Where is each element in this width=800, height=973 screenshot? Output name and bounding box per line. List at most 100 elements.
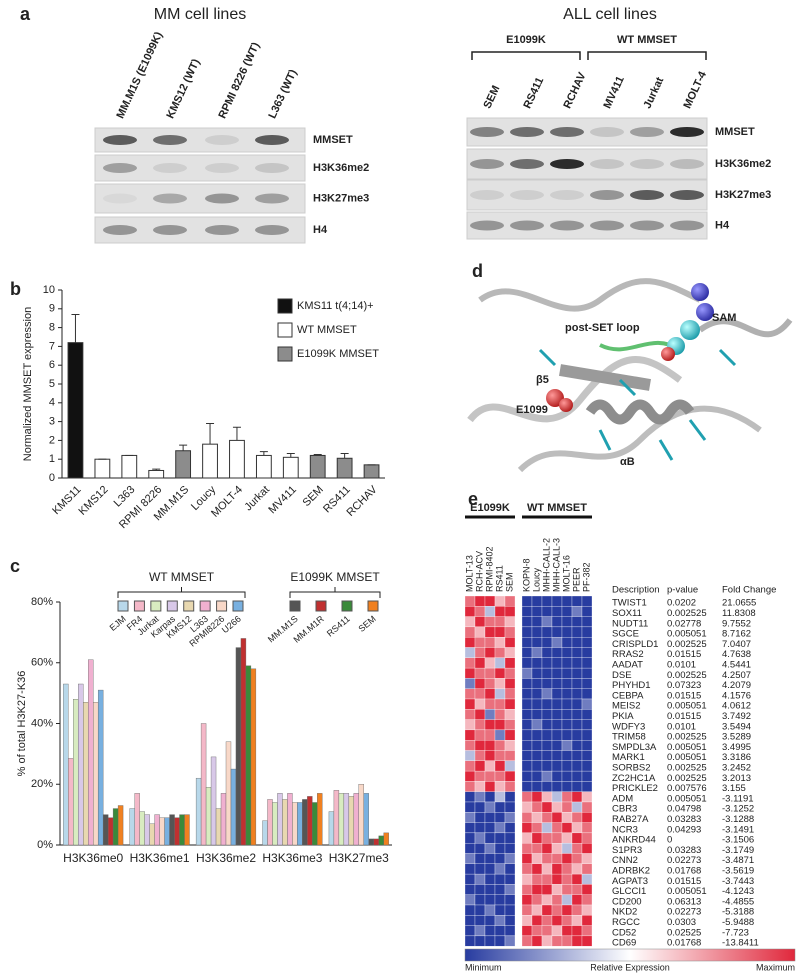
heatmap-cell — [541, 853, 553, 864]
heatmap-cell — [464, 606, 476, 617]
blot-band — [510, 190, 544, 200]
blot-band — [670, 159, 704, 169]
heatmap-cell — [504, 595, 516, 607]
table-cell: RAB27A — [612, 814, 649, 825]
row-label: H3K36me2 — [313, 162, 369, 174]
table-cell: 3.4995 — [722, 742, 751, 753]
blot-band — [255, 135, 289, 145]
heatmap-cell — [561, 853, 573, 864]
heatmap-cell — [561, 801, 573, 813]
heatmap-cell — [484, 626, 496, 638]
legend-group-title: E1099K MMSET — [290, 570, 380, 584]
column-label: MHH-CALL-3 — [551, 538, 561, 592]
blot-band — [550, 220, 584, 231]
bar — [94, 458, 111, 479]
heatmap-cell — [521, 729, 533, 741]
blot-strip — [466, 211, 708, 240]
heatmap-cell — [521, 935, 533, 947]
heatmap-cell — [474, 873, 486, 885]
heatmap-cell — [521, 719, 533, 731]
table-cell: 0.03283 — [667, 814, 701, 825]
y-tick-label: 8 — [49, 322, 55, 334]
heatmap-cell — [464, 667, 476, 679]
structure-label: post-SET loop — [565, 322, 640, 334]
lane-label: MM.M1S (E1099K) — [114, 30, 165, 121]
heatmap-cell — [581, 719, 593, 731]
table-cell: 0.005051 — [667, 886, 707, 897]
legend-group-title: WT MMSET — [149, 570, 215, 584]
blot-band — [630, 190, 664, 200]
bar — [210, 756, 217, 846]
heatmap-cell — [581, 801, 593, 813]
table-cell: 4.7638 — [722, 649, 751, 660]
legend-label: U266 — [220, 614, 243, 635]
error-bar — [286, 453, 295, 458]
column-label: SEM — [504, 572, 514, 592]
heatmap-cell — [474, 904, 486, 916]
heatmap-cell — [581, 740, 593, 751]
blot-band — [470, 159, 504, 169]
blot-band — [205, 135, 239, 145]
heatmap-cell — [504, 606, 516, 617]
column-group-title: WT MMSET — [527, 502, 587, 514]
heatmap-cell — [521, 812, 533, 823]
table-cell: 7.0407 — [722, 639, 751, 650]
heatmap-cell — [561, 709, 573, 720]
blot-band — [255, 225, 289, 235]
heatmap-cell — [581, 863, 593, 875]
heatmap-cell — [504, 925, 516, 937]
heatmap-cell — [551, 595, 563, 607]
heatmap-cell — [581, 781, 593, 792]
table-cell: -3.1491 — [722, 824, 754, 835]
bar — [307, 796, 313, 846]
heatmap-cell — [541, 904, 553, 916]
heatmap-cell — [504, 688, 516, 700]
heatmap-cell — [521, 791, 533, 803]
heatmap-cell — [474, 698, 486, 710]
heatmap-cell — [494, 760, 506, 772]
lane-label: MV411 — [601, 74, 626, 110]
heatmap-cell — [464, 801, 476, 813]
heatmap-cell — [581, 915, 593, 926]
blot-strip — [466, 148, 708, 180]
heatmap-cell — [531, 904, 543, 916]
heatmap-cell — [531, 760, 543, 772]
table-header: p-value — [667, 585, 698, 596]
heatmap-cell — [531, 822, 543, 834]
bar — [378, 835, 384, 846]
table-cell: 0.0202 — [667, 598, 696, 609]
table-cell: -4.4855 — [722, 896, 754, 907]
heatmap-cell — [464, 812, 476, 823]
heatmap-cell — [464, 616, 476, 628]
heatmap-cell — [504, 873, 516, 885]
heatmap-cell — [474, 863, 486, 875]
heatmap-cell — [494, 925, 506, 937]
bar — [255, 454, 272, 479]
heatmap-cell — [571, 873, 583, 885]
heatmap-cell — [541, 740, 553, 751]
heatmap-cell — [561, 812, 573, 823]
bar — [184, 814, 190, 846]
heatmap-cell — [541, 884, 553, 895]
heatmap-cell — [571, 647, 583, 658]
heatmap-cell — [521, 801, 533, 813]
heatmap-cell — [571, 935, 583, 947]
heatmap-cell — [551, 760, 563, 772]
heatmap-cell — [504, 647, 516, 658]
heatmap-cell — [474, 791, 486, 803]
heatmap-cell — [494, 884, 506, 895]
heatmap-cell — [581, 770, 593, 782]
blot-band — [470, 127, 504, 137]
table-cell: 0.005051 — [667, 629, 707, 640]
heatmap-cell — [464, 925, 476, 937]
heatmap-cell — [571, 719, 583, 731]
y-axis-label: Normalized MMSET expression — [22, 307, 34, 461]
bar — [67, 342, 84, 479]
heatmap-cell — [551, 781, 563, 792]
heatmap-cell — [474, 719, 486, 731]
heatmap-cell — [551, 935, 563, 947]
blot-band — [103, 225, 137, 235]
bar — [282, 456, 299, 479]
group-bracket — [587, 51, 707, 60]
heatmap-cell — [581, 884, 593, 895]
